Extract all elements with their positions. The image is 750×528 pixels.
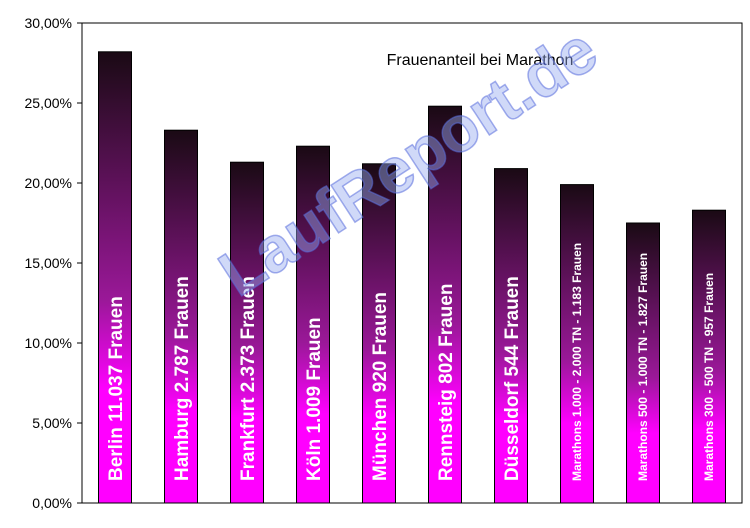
y-axis: 0,00% 5,00% 10,00% 15,00% 20,00% 25,00% 30,00% xyxy=(25,15,82,511)
bar xyxy=(494,168,528,504)
bar xyxy=(98,51,132,504)
y-tick-label: 15,00% xyxy=(25,255,72,271)
y-tick-label: 10,00% xyxy=(25,335,72,351)
chart-title: Frauenanteil bei Marathon xyxy=(387,52,574,69)
bar xyxy=(428,105,462,504)
bar-category-label: Berlin 11.037 Frauen xyxy=(106,296,127,481)
bar xyxy=(164,129,198,504)
bar xyxy=(296,145,330,504)
bar xyxy=(230,161,264,504)
bars: Berlin 11.037 Frauen Hamburg 2.787 Frauen… xyxy=(98,51,726,504)
bar-category-label: Marathons 300 - 500 TN - 957 Frauen xyxy=(702,273,716,481)
y-tick-label: 20,00% xyxy=(25,175,72,191)
bar-category-label: München 920 Frauen xyxy=(370,292,391,481)
y-tick-label: 0,00% xyxy=(32,495,72,511)
bar-category-label: Marathons 500 - 1.000 TN - 1.827 Frauen xyxy=(636,253,650,481)
bar xyxy=(692,209,726,504)
bar xyxy=(626,222,660,504)
bar xyxy=(560,184,594,504)
y-tick-label: 5,00% xyxy=(32,415,72,431)
bar-category-label: Köln 1.009 Frauen xyxy=(304,317,325,481)
bar xyxy=(362,163,396,504)
bar-category-label: Rennsteig 802 Frauen xyxy=(436,284,457,481)
y-tick-label: 25,00% xyxy=(25,95,72,111)
bar-category-label: Hamburg 2.787 Frauen xyxy=(172,276,193,481)
y-tick-label: 30,00% xyxy=(25,15,72,31)
bar-category-label: Düsseldorf 544 Frauen xyxy=(502,276,523,481)
bar-category-label: Marathons 1.000 - 2.000 TN - 1.183 Fraue… xyxy=(570,243,584,481)
bar-category-label: Frankfurt 2.373 Frauen xyxy=(238,276,259,481)
